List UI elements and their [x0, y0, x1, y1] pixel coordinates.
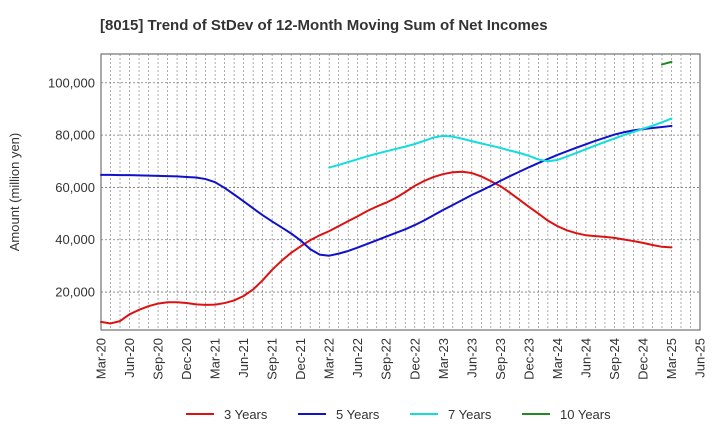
x-tick-label: Jun-24 — [578, 338, 593, 378]
x-tick-label: Dec-20 — [179, 338, 194, 380]
y-tick-label: 40,000 — [55, 232, 95, 247]
legend: 3 Years 5 Years 7 Years 10 Years — [186, 407, 611, 422]
x-tick-label: Mar-25 — [664, 338, 679, 379]
x-tick-label: Jun-25 — [693, 338, 708, 378]
legend-label: 3 Years — [224, 407, 268, 422]
gridlines — [101, 54, 700, 330]
x-tick-label: Sep-22 — [379, 338, 394, 380]
x-tick-label: Mar-24 — [550, 338, 565, 379]
x-tick-label: Dec-23 — [521, 338, 536, 380]
plot-area — [100, 53, 701, 331]
legend-label: 10 Years — [560, 407, 611, 422]
plot-frame — [100, 53, 701, 331]
y-tick-label: 60,000 — [55, 180, 95, 195]
x-tick-label: Dec-21 — [293, 338, 308, 380]
x-tick-label: Sep-24 — [607, 338, 622, 380]
x-tick-label: Jun-23 — [464, 338, 479, 378]
x-tick-label: Mar-23 — [436, 338, 451, 379]
y-axis-ticks: 20,000 40,000 60,000 80,000 100,000 — [48, 75, 95, 299]
x-tick-label: Jun-22 — [350, 338, 365, 378]
x-tick-label: Dec-24 — [635, 338, 650, 380]
series-line-10-years — [660, 60, 673, 66]
x-tick-label: Jun-20 — [122, 338, 137, 378]
y-axis-title: Amount (million yen) — [7, 133, 22, 252]
series-line-7-years — [328, 117, 673, 169]
x-tick-label: Dec-22 — [407, 338, 422, 380]
y-tick-label: 20,000 — [55, 285, 95, 300]
x-tick-label: Mar-22 — [322, 338, 337, 379]
chart-title: [8015] Trend of StDev of 12-Month Moving… — [100, 17, 548, 34]
x-tick-label: Sep-21 — [265, 338, 280, 380]
legend-label: 5 Years — [336, 407, 380, 422]
series-line-5-years — [100, 124, 673, 257]
y-tick-label: 100,000 — [48, 75, 95, 90]
legend-label: 7 Years — [448, 407, 492, 422]
x-tick-label: Mar-20 — [94, 338, 109, 379]
x-tick-label: Jun-21 — [236, 338, 251, 378]
x-tick-label: Sep-23 — [493, 338, 508, 380]
series-line-3-years — [100, 170, 673, 325]
x-tick-label: Mar-21 — [208, 338, 223, 379]
series-lines — [100, 60, 673, 325]
y-tick-label: 80,000 — [55, 128, 95, 143]
x-tick-label: Sep-20 — [151, 338, 166, 380]
x-axis-ticks: Mar-20 Jun-20 Sep-20 Dec-20 Mar-21 Jun-21 Sep-… — [94, 338, 708, 380]
